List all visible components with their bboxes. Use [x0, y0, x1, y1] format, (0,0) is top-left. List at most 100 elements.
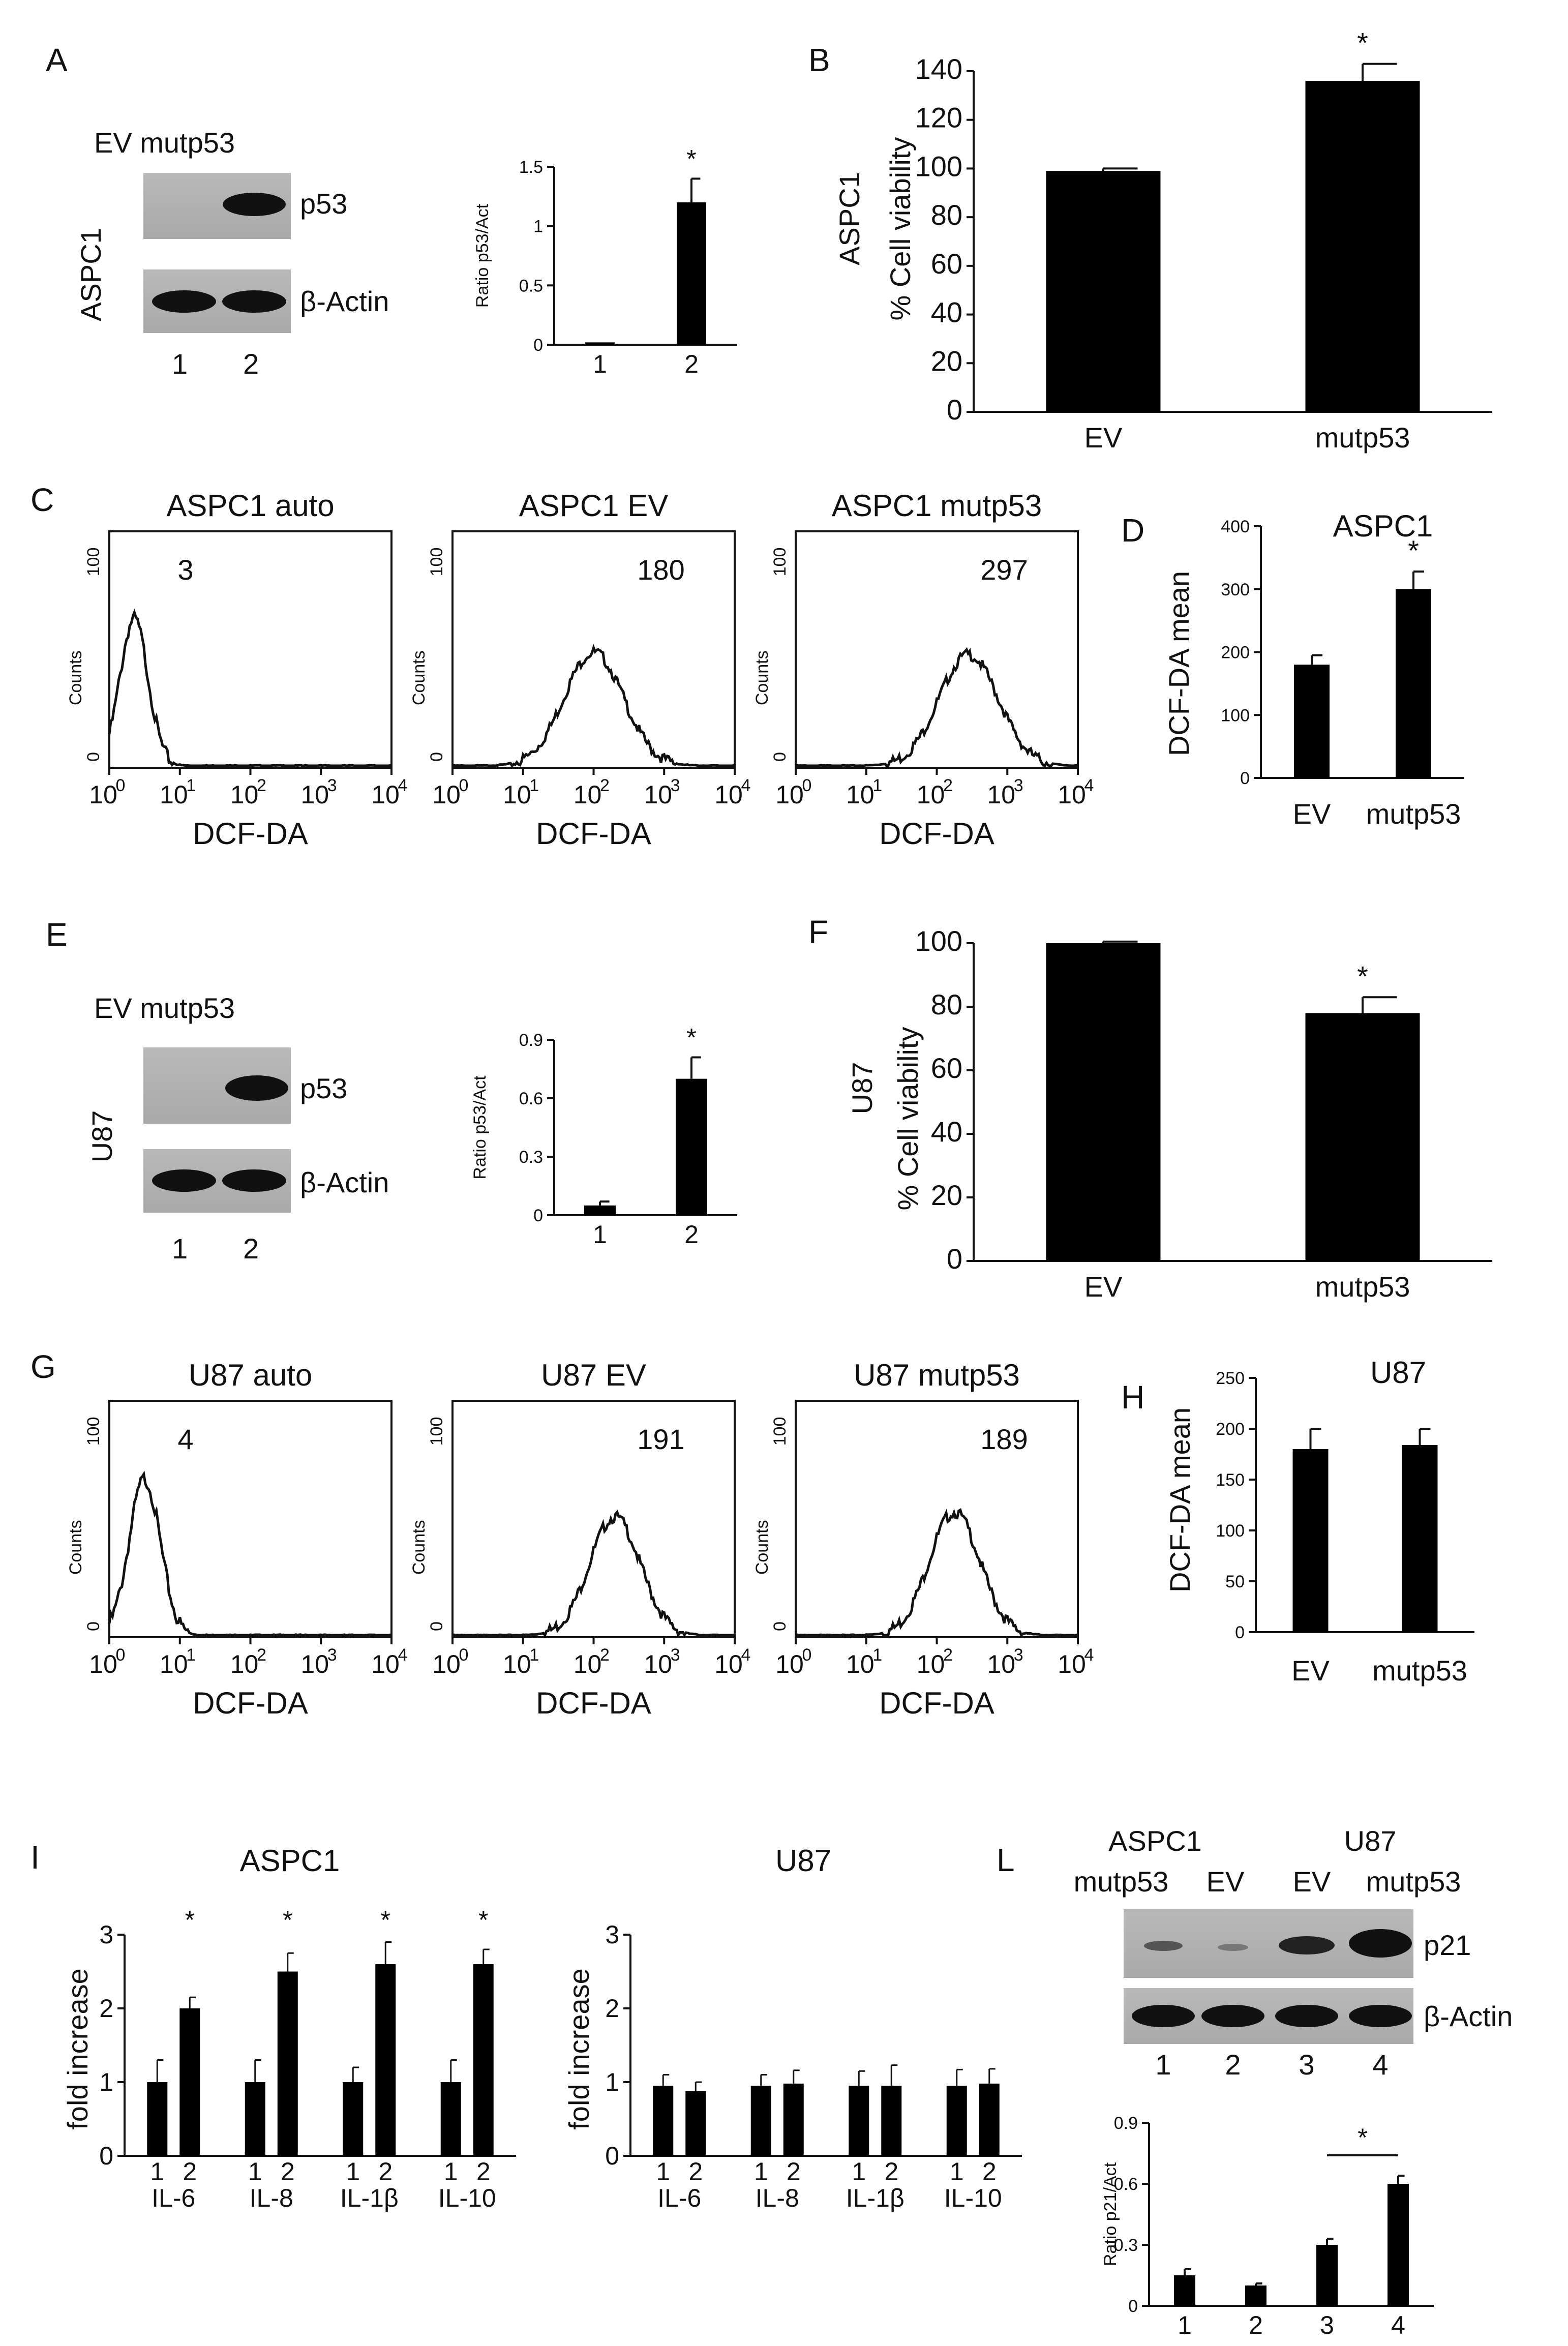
pair-label: 2 [378, 2157, 393, 2186]
x-category-label: 3 [1320, 2311, 1334, 2339]
pair-label: 2 [688, 2157, 703, 2186]
blot-band [222, 290, 286, 313]
bar [946, 2086, 967, 2156]
x-tick-exponent: 4 [398, 1645, 408, 1665]
bar [1174, 2275, 1195, 2306]
y-axis-label-cell-line: U87 [846, 1062, 878, 1115]
panel-i: I ASPC1 U87 fold increase fold increase … [31, 1839, 1022, 2212]
x-tick-exponent: 3 [327, 1645, 337, 1665]
y-tick-label: 3 [99, 1920, 113, 1949]
x-tick-exponent: 0 [802, 1645, 812, 1665]
x-category-label: 4 [1391, 2311, 1405, 2339]
significance-marker: * [185, 1906, 195, 1934]
x-tick-exponent: 4 [398, 776, 408, 795]
significance-marker: * [283, 1906, 292, 1934]
plot-frame [108, 1400, 393, 1638]
y-axis-label: fold increase [62, 1968, 94, 2130]
y-axis-label: Counts [409, 650, 429, 705]
x-tick-exponent: 2 [943, 776, 953, 795]
y-axis-label-cell-line: ASPC1 [833, 172, 865, 265]
panel-a: A EV mutp53 ASPC1 p53 β-Actin 1 2 0 0.5 1 1… [46, 42, 737, 380]
y-tick-label: 0 [947, 394, 962, 426]
y-tick-label: 100 [770, 548, 790, 577]
y-axis-label: DCF-DA mean [1164, 1407, 1196, 1592]
y-tick-label: 0.9 [519, 1031, 543, 1050]
histogram-title: ASPC1 auto [166, 489, 334, 523]
bar [676, 1078, 707, 1215]
x-tick-exponent: 3 [327, 776, 337, 795]
x-tick-label: 10 [89, 780, 117, 809]
y-tick-label: 0 [770, 1621, 790, 1631]
bar [653, 2086, 674, 2156]
pair-label: 1 [656, 2157, 670, 2186]
significance-marker: * [478, 1906, 488, 1934]
y-tick-label: 20 [931, 1179, 962, 1211]
pair-label: 1 [346, 2157, 360, 2186]
y-axis-label: Counts [66, 650, 85, 705]
blot-band [152, 1169, 216, 1192]
band-label-p53: p53 [300, 1072, 347, 1104]
x-tick-label: 10 [1058, 780, 1086, 809]
cell-line-label: U87 [86, 1110, 118, 1163]
bar [1245, 2285, 1267, 2306]
y-tick-label: 0.3 [519, 1148, 543, 1167]
x-tick-exponent: 3 [1014, 1645, 1023, 1665]
y-tick-label: 100 [84, 1417, 103, 1446]
y-tick-label: 100 [427, 548, 446, 577]
bar [179, 2008, 200, 2156]
panel-letter-g: G [31, 1348, 56, 1385]
panel-letter-i: I [31, 1839, 40, 1876]
chart-title: U87 [775, 1844, 831, 1878]
bar [1292, 1449, 1329, 1632]
group-label: IL-8 [250, 2184, 293, 2212]
y-tick-label: 150 [1216, 1470, 1245, 1490]
bar [881, 2086, 902, 2156]
y-tick-label: 0 [427, 752, 446, 762]
pair-label: 1 [150, 2157, 164, 2186]
blot-band [1218, 1944, 1248, 1951]
x-tick-label: 10 [503, 1650, 531, 1678]
x-tick-label: 10 [714, 780, 743, 809]
blot-band [152, 290, 216, 313]
bar [584, 1205, 616, 1215]
chart-h-dcf-mean: 0 50 100 150 200 250 EV mutp53 [1216, 1369, 1474, 1687]
mean-value-label: 4 [177, 1423, 193, 1455]
histogram-title: U87 EV [541, 1358, 646, 1392]
y-tick-label: 80 [931, 199, 962, 231]
x-category-label: mutp53 [1366, 798, 1461, 830]
y-tick-label: 0 [770, 752, 790, 762]
y-tick-label: 80 [931, 988, 962, 1020]
x-tick-label: 10 [574, 1650, 602, 1678]
significance-marker: * [686, 1024, 696, 1052]
blot-band [1349, 1929, 1412, 1958]
x-tick-exponent: 2 [600, 776, 610, 795]
y-tick-label: 2 [99, 1994, 113, 2023]
group-label: IL-6 [657, 2184, 701, 2212]
x-tick-exponent: 3 [671, 1645, 680, 1665]
y-axis-label: Counts [752, 650, 772, 705]
pair-label: 1 [950, 2157, 964, 2186]
y-tick-label: 200 [1216, 1420, 1245, 1439]
x-axis-label: DCF-DA [536, 817, 651, 851]
x-tick-exponent: 0 [116, 776, 126, 795]
x-tick-label: 10 [230, 1650, 259, 1678]
bar [849, 2086, 869, 2156]
chart-title: ASPC1 [1333, 509, 1433, 543]
x-axis-label: DCF-DA [193, 817, 308, 851]
band-label-actin: β-Actin [1424, 2000, 1513, 2032]
x-tick-exponent: 4 [1084, 1645, 1094, 1665]
y-tick-label: 0 [99, 2142, 113, 2170]
x-tick-exponent: 1 [529, 776, 539, 795]
bar [1305, 1013, 1420, 1261]
bar [1294, 665, 1330, 778]
y-axis-label: Counts [409, 1520, 429, 1575]
y-tick-label: 60 [931, 248, 962, 280]
y-tick-label: 20 [931, 345, 962, 377]
lane-header: EV mutp53 [94, 992, 235, 1024]
